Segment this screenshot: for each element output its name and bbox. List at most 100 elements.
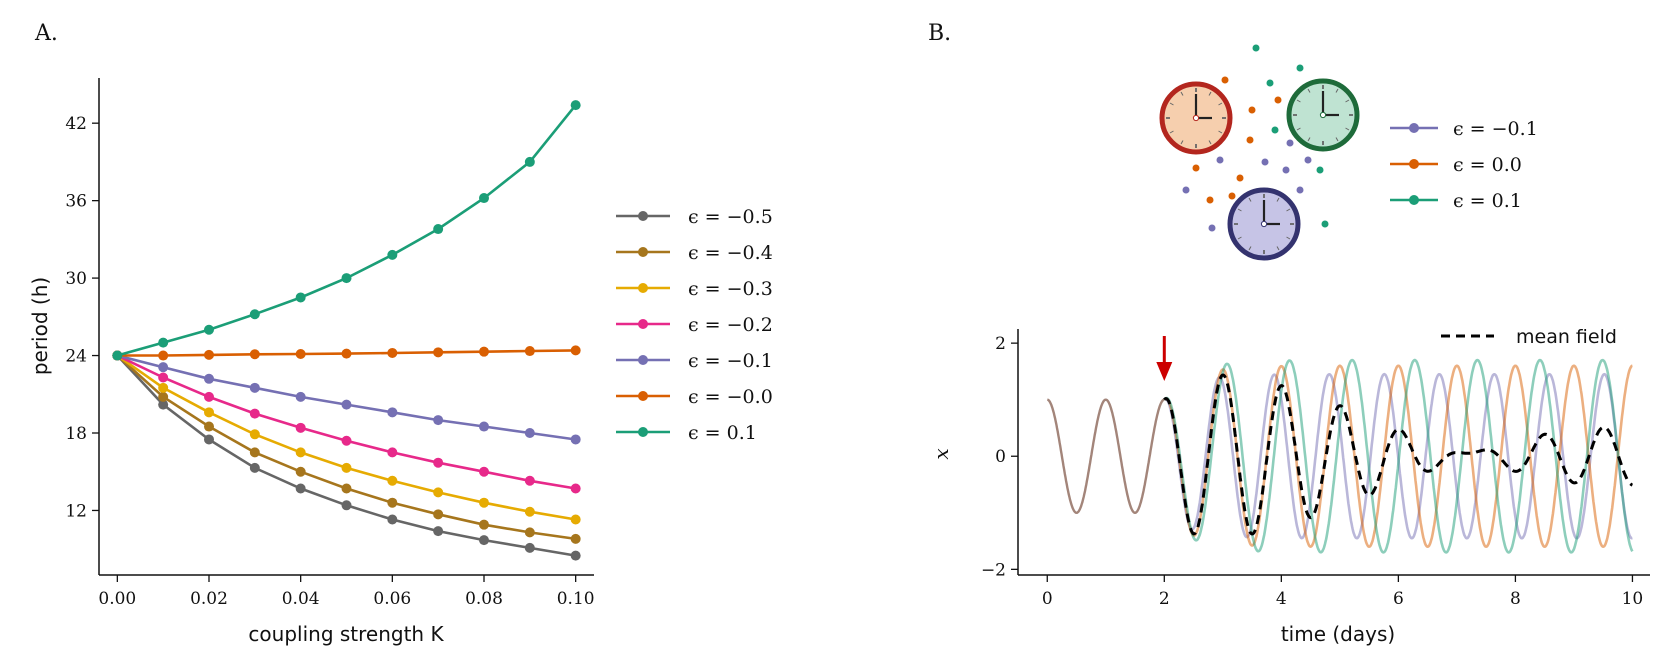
chart-a-point [570, 483, 581, 494]
arrow-head-icon [1156, 362, 1173, 381]
particle-dot [1182, 186, 1190, 194]
chart-a-point [570, 550, 581, 561]
chart-a-ytick-label: 36 [65, 192, 87, 212]
particle-dot [1252, 44, 1260, 52]
chart-a-point [479, 346, 489, 357]
particle-dot [1286, 139, 1294, 147]
chart-a-point [158, 391, 169, 402]
particle-dot [1271, 126, 1279, 134]
chart-a-point [249, 429, 260, 440]
chart-a-point [158, 362, 169, 373]
chart-a-point [158, 372, 169, 383]
particle-dot [1216, 156, 1224, 164]
legend-a-marker [638, 427, 648, 437]
chart-a-point [295, 447, 306, 458]
chart-a-point [387, 347, 398, 358]
chart-a-point [204, 434, 214, 445]
chart-a-point [204, 421, 214, 432]
chart-a-series-line-6 [116, 104, 577, 357]
chart-a-point [341, 462, 352, 473]
legend-a-marker [638, 391, 648, 401]
chart-b-xtick-label: 10 [1622, 589, 1644, 609]
particle-dot [1248, 106, 1256, 114]
legend-b-marker [1409, 123, 1419, 133]
legend-b-marker [1409, 159, 1419, 169]
chart-a-point [295, 348, 306, 359]
chart-b-xtick-label: 4 [1276, 589, 1287, 609]
chart-a-point [524, 156, 535, 167]
legend-b-label: ϵ = 0.0 [1453, 154, 1522, 176]
pre-coupling-trace [1047, 398, 1165, 515]
chart-a-point [387, 447, 398, 458]
chart-a-point [112, 350, 123, 361]
chart-b-ytick-label: −2 [981, 560, 1006, 580]
purple-clock [1227, 187, 1301, 261]
legend-a-label: ϵ = −0.0 [688, 386, 773, 408]
chart-a-ytick-label: 12 [65, 501, 87, 521]
chart-a-point [570, 533, 581, 544]
mean-field-line [1163, 373, 1633, 536]
chart-a-point [524, 506, 535, 517]
particle-dot [1274, 96, 1282, 104]
chart-a-point [341, 483, 352, 494]
chart-a-point [387, 475, 398, 486]
chart-a-point [341, 273, 352, 284]
particle-dot [1266, 79, 1274, 87]
chart-a-point [570, 514, 581, 525]
chart-a-point [249, 382, 260, 393]
chart-a-point [433, 224, 444, 235]
chart-a-point [479, 193, 489, 204]
chart-a-ytick-label: 42 [65, 114, 87, 134]
chart-a-xtick-label: 0.02 [190, 589, 228, 609]
chart-a-point [433, 526, 444, 537]
chart-a-point [433, 509, 444, 520]
chart-a-point [387, 497, 398, 508]
particle-dot [1316, 166, 1324, 174]
chart-b-series-line-1 [1163, 364, 1633, 549]
chart-a-point [479, 466, 489, 477]
chart-a-point [158, 337, 169, 348]
chart-b-xlabel: time (days) [1281, 622, 1395, 646]
chart-a-point [295, 391, 306, 402]
legend-a-marker [638, 247, 648, 257]
chart-b-xtick-label: 8 [1510, 589, 1521, 609]
chart-a-xtick-label: 0.00 [98, 589, 136, 609]
chart-a-point [341, 435, 352, 446]
clock-inset: ϵ = −0.1 ϵ = 0.0 ϵ = 0.1 [1159, 44, 1538, 261]
chart-a-xlabel: coupling strength K [248, 622, 444, 646]
chart-a-ytick-label: 18 [65, 424, 87, 444]
chart-a-point [295, 422, 306, 433]
particle-dot [1296, 186, 1304, 194]
particle-dot [1236, 174, 1244, 182]
chart-a-point [524, 346, 535, 357]
particle-dot [1221, 76, 1229, 84]
chart-a-ytick-label: 24 [65, 347, 87, 367]
chart-a-series-line-1 [116, 354, 576, 541]
chart-a-point [479, 535, 489, 546]
chart-a-point [479, 519, 489, 530]
chart-a-point [204, 391, 214, 402]
legend-a-label: ϵ = −0.4 [688, 242, 773, 264]
chart-b-xtick-label: 2 [1159, 589, 1170, 609]
chart-b-ytick-label: 0 [995, 447, 1006, 467]
chart-b: 0 2 4 6 8 10 −2 0 2 mean field time (days) x [929, 326, 1650, 646]
chart-a-point [524, 475, 535, 486]
panel-label-b: B. [928, 21, 951, 46]
legend-b-label: ϵ = 0.1 [1453, 190, 1522, 212]
chart-a-point [479, 421, 489, 432]
chart-a-point [295, 466, 306, 477]
orange-clock [1159, 81, 1233, 155]
chart-a-point [249, 408, 260, 419]
chart-a-point [524, 527, 535, 538]
chart-a-point [387, 249, 398, 260]
legend-a-label: ϵ = 0.1 [688, 422, 757, 444]
legend-a-label: ϵ = −0.5 [688, 206, 773, 228]
chart-a-point [249, 462, 260, 473]
chart-a-point [341, 348, 352, 359]
chart-a-point [204, 373, 214, 384]
chart-a-point [433, 457, 444, 468]
chart-a-point [570, 100, 581, 111]
chart-a-point [295, 292, 306, 303]
chart-a-point [158, 382, 169, 393]
chart-a-point [433, 415, 444, 426]
